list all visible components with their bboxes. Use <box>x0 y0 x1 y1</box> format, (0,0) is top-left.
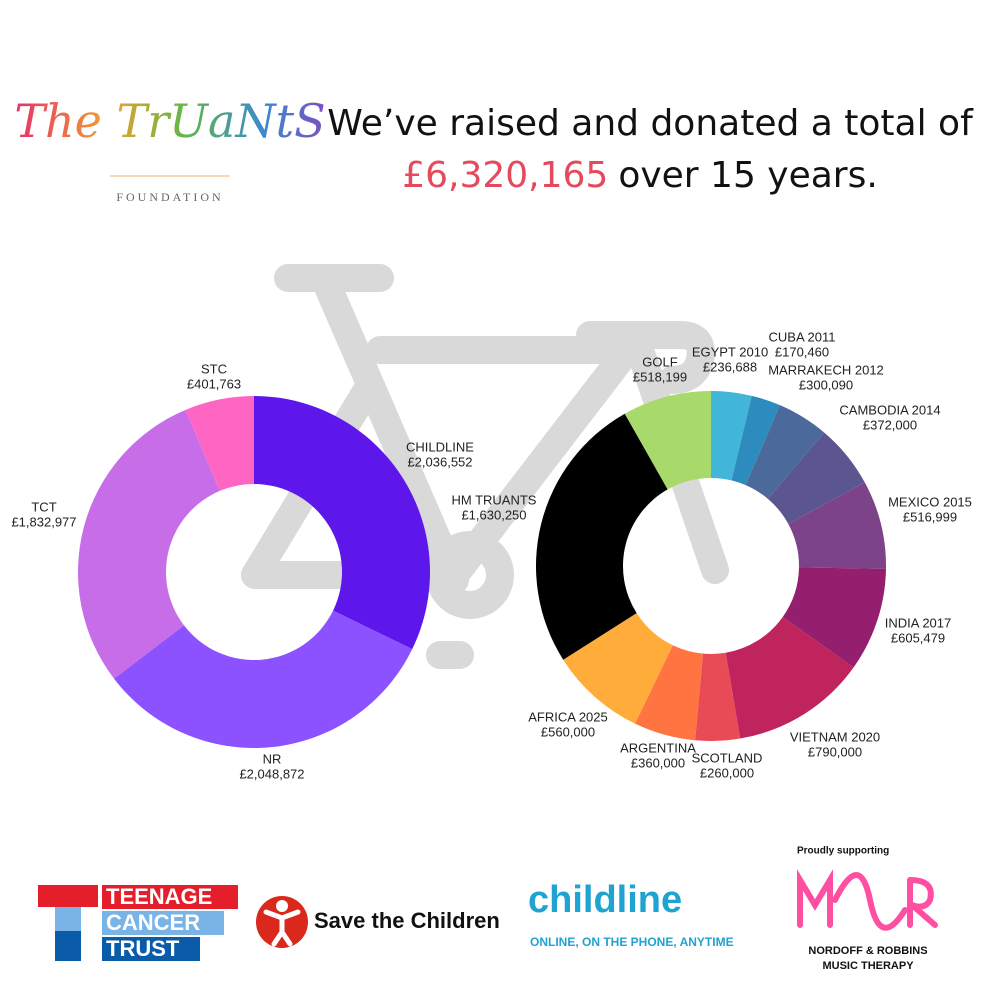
value-label: £236,688 <box>703 359 757 374</box>
value-label: £1,630,250 <box>461 507 526 522</box>
segment-label: STC <box>201 361 227 376</box>
nr-head: Proudly supporting <box>797 846 889 857</box>
tct-text: CANCER <box>106 910 200 935</box>
segment-label: VIETNAM 2020 <box>790 729 880 744</box>
tct-text: TRUST <box>106 936 180 961</box>
headline-total: £6,320,165 over 15 years. <box>402 155 878 196</box>
segment-label: CAMBODIA 2014 <box>839 402 940 417</box>
value-label: £170,460 <box>775 344 829 359</box>
stc-logo: Save the Children <box>256 896 500 948</box>
segment-label: EGYPT 2010 <box>692 344 768 359</box>
segment-label: AFRICA 2025 <box>528 709 608 724</box>
truants-sub: FOUNDATION <box>116 190 223 204</box>
segment-label: MEXICO 2015 <box>888 494 972 509</box>
donut-segment <box>731 395 780 486</box>
nr-logo <box>797 869 938 931</box>
truants-logo: The TrUaNtS <box>14 94 325 148</box>
headline-end: over 15 years. <box>618 155 878 196</box>
nr-text: NORDOFF & ROBBINS <box>808 945 927 957</box>
segment-label: ARGENTINA <box>620 740 696 755</box>
segment-label: TCT <box>31 499 56 514</box>
donut-segment <box>185 396 254 491</box>
value-label: £516,999 <box>903 509 957 524</box>
donut-segment <box>254 396 430 650</box>
tct-text: TEENAGE <box>106 884 212 909</box>
donut-segment <box>725 616 854 739</box>
donut-segment <box>711 391 752 481</box>
total: £6,320,165 <box>402 155 608 196</box>
donut-segment <box>635 645 703 741</box>
segment-label: CHILDLINE <box>406 439 474 454</box>
donut-segment <box>624 391 711 490</box>
value-label: £518,199 <box>633 369 687 384</box>
donut-segment <box>767 432 865 524</box>
value-label: £401,763 <box>187 376 241 391</box>
donut-segment <box>695 652 741 741</box>
stc-text: Save the Children <box>314 908 500 933</box>
segment-label: CUBA 2011 <box>769 329 836 344</box>
donut-segment <box>563 613 673 724</box>
nr-text: MUSIC THERAPY <box>822 960 914 972</box>
value-label: £2,036,552 <box>407 454 472 469</box>
segment-label: SCOTLAND <box>692 750 763 765</box>
segment-label: INDIA 2017 <box>885 615 952 630</box>
value-label: £2,048,872 <box>239 766 304 781</box>
childline-sub: ONLINE, ON THE PHONE, ANYTIME <box>530 935 734 949</box>
charts: CHILDLINE£2,036,552 NR£2,048,872 TCT£1,832… <box>11 329 971 781</box>
value-label: £260,000 <box>700 765 754 780</box>
headline: We’ve raised and donated a total of <box>327 103 974 144</box>
segment-label: HM TRUANTS <box>452 492 537 507</box>
tct-logo: TEENAGE CANCER TRUST <box>38 884 238 961</box>
childline-text: childline <box>528 879 682 921</box>
donut-segment <box>788 482 886 569</box>
value-label: £605,479 <box>891 630 945 645</box>
value-label: £560,000 <box>541 724 595 739</box>
value-label: £790,000 <box>808 744 862 759</box>
donut-segment <box>535 413 668 660</box>
value-label: £372,000 <box>863 417 917 432</box>
donut-segment <box>78 409 220 679</box>
donut-segment <box>745 405 825 499</box>
segment-label: MARRAKECH 2012 <box>768 362 884 377</box>
value-label: £1,832,977 <box>11 514 76 529</box>
donut-segment <box>113 610 413 748</box>
segment-label: NR <box>263 751 282 766</box>
value-label: £360,000 <box>631 755 685 770</box>
segment-label: GOLF <box>642 354 677 369</box>
donut-segment <box>782 567 886 668</box>
value-label: £300,090 <box>799 377 853 392</box>
